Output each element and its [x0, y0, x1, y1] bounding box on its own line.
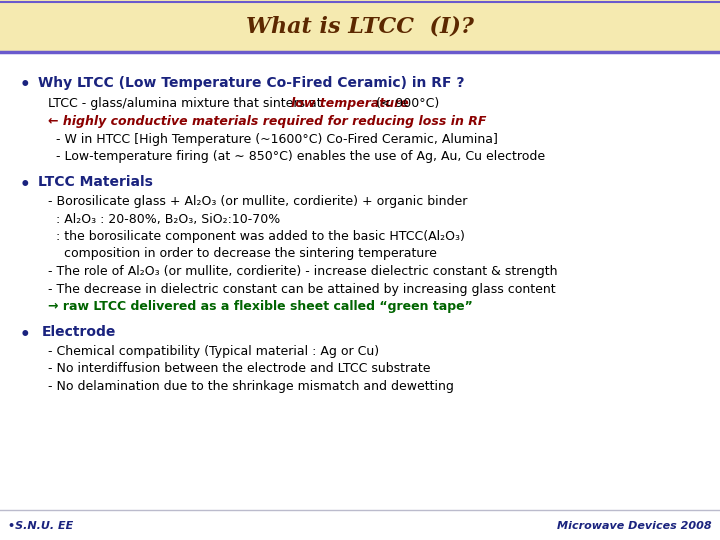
Text: •: •	[20, 326, 31, 343]
Text: •: •	[20, 176, 31, 193]
Text: What is LTCC  (Ⅰ)?: What is LTCC (Ⅰ)?	[246, 15, 474, 37]
Text: Why LTCC (Low Temperature Co-Fired Ceramic) in RF ?: Why LTCC (Low Temperature Co-Fired Ceram…	[38, 76, 464, 90]
Text: •: •	[20, 76, 31, 94]
Text: : the borosilicate component was added to the basic HTCC(Al₂O₃): : the borosilicate component was added t…	[48, 230, 465, 243]
Text: - The decrease in dielectric constant can be attained by increasing glass conten: - The decrease in dielectric constant ca…	[48, 282, 556, 295]
Text: LTCC Materials: LTCC Materials	[38, 176, 153, 190]
Text: •S.N.U. EE: •S.N.U. EE	[8, 521, 73, 531]
Text: - The role of Al₂O₃ (or mullite, cordierite) - increase dielectric constant & st: - The role of Al₂O₃ (or mullite, cordier…	[48, 265, 557, 278]
Text: (< 900°C): (< 900°C)	[372, 98, 439, 111]
Text: - Low-temperature firing (at ∼ 850°C) enables the use of Ag, Au, Cu electrode: - Low-temperature firing (at ∼ 850°C) en…	[56, 150, 545, 163]
Text: - No delamination due to the shrinkage mismatch and dewetting: - No delamination due to the shrinkage m…	[48, 380, 454, 393]
FancyBboxPatch shape	[0, 0, 720, 52]
Text: : Al₂O₃ : 20-80%, B₂O₃, SiO₂:10-70%: : Al₂O₃ : 20-80%, B₂O₃, SiO₂:10-70%	[48, 213, 280, 226]
Text: Microwave Devices 2008: Microwave Devices 2008	[557, 521, 712, 531]
Text: - W in HTCC [High Temperature (~1600°C) Co-Fired Ceramic, Alumina]: - W in HTCC [High Temperature (~1600°C) …	[56, 132, 498, 145]
Text: - No interdiffusion between the electrode and LTCC substrate: - No interdiffusion between the electrod…	[48, 362, 431, 375]
Text: composition in order to decrease the sintering temperature: composition in order to decrease the sin…	[48, 247, 437, 260]
Text: low temperature: low temperature	[291, 98, 409, 111]
Text: → raw LTCC delivered as a flexible sheet called “green tape”: → raw LTCC delivered as a flexible sheet…	[48, 300, 473, 313]
Text: LTCC - glass/alumina mixture that sinters at: LTCC - glass/alumina mixture that sinter…	[48, 98, 325, 111]
Text: Electrode: Electrode	[42, 326, 117, 340]
Text: ← highly conductive materials required for reducing loss in RF: ← highly conductive materials required f…	[48, 115, 487, 128]
Text: - Chemical compatibility (Typical material : Ag or Cu): - Chemical compatibility (Typical materi…	[48, 345, 379, 358]
Text: - Borosilicate glass + Al₂O₃ (or mullite, cordierite) + organic binder: - Borosilicate glass + Al₂O₃ (or mullite…	[48, 195, 467, 208]
